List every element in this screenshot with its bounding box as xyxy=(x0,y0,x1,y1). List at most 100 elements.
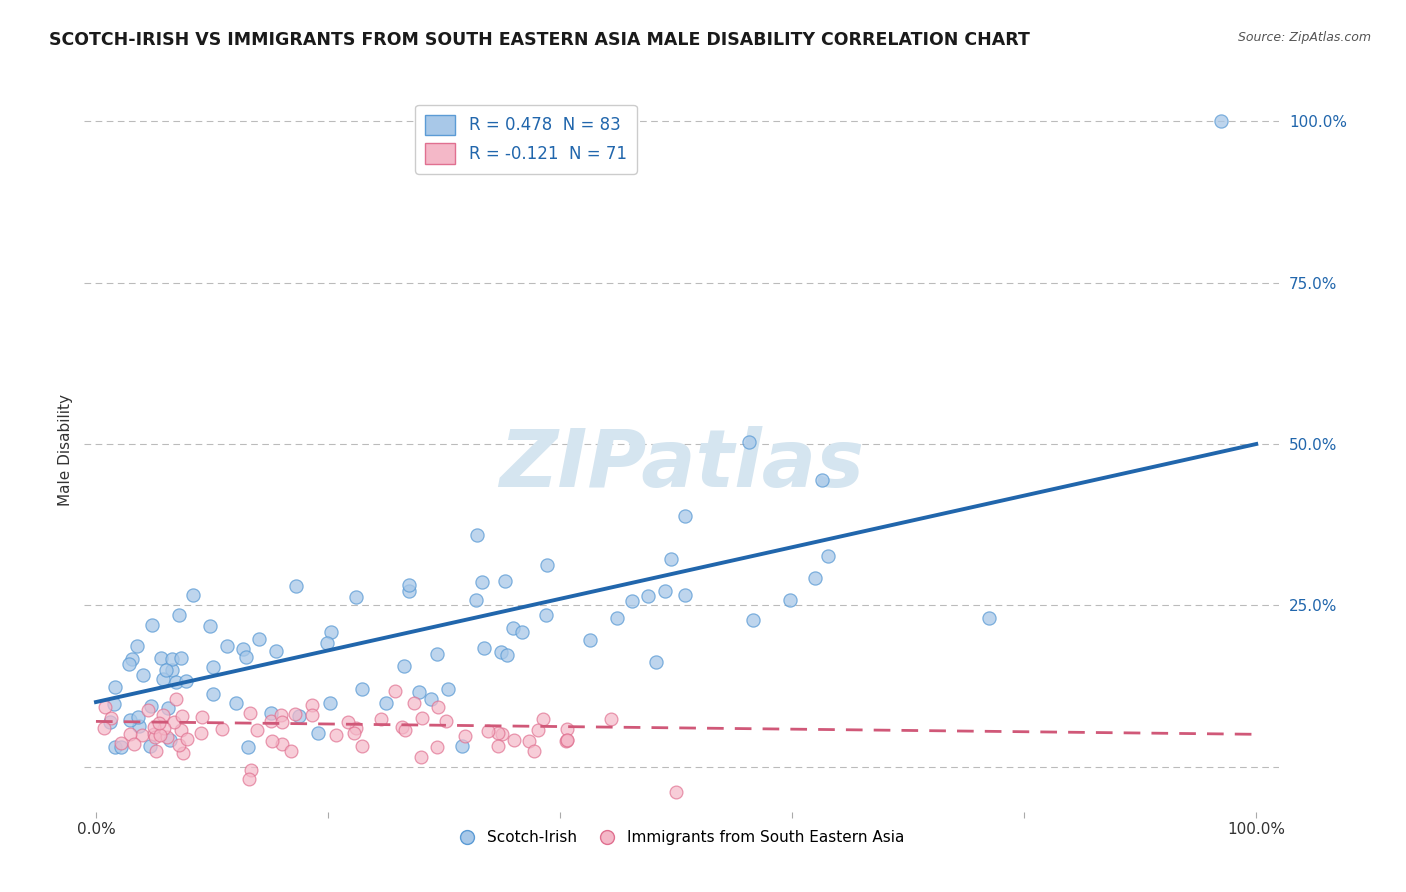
Point xyxy=(426,740,449,755)
Point xyxy=(100,711,122,725)
Point xyxy=(152,721,174,735)
Point xyxy=(170,723,193,737)
Point xyxy=(645,655,668,669)
Point xyxy=(118,727,141,741)
Legend: Scotch-Irish, Immigrants from South Eastern Asia: Scotch-Irish, Immigrants from South East… xyxy=(453,824,911,851)
Point xyxy=(246,723,269,737)
Point xyxy=(98,714,121,729)
Point xyxy=(465,528,488,542)
Point xyxy=(486,739,509,754)
Point xyxy=(426,647,449,661)
Point xyxy=(599,712,621,726)
Point xyxy=(232,642,254,657)
Point xyxy=(181,588,204,602)
Point xyxy=(384,684,406,698)
Point xyxy=(434,714,457,729)
Point xyxy=(128,719,150,733)
Point xyxy=(319,696,342,710)
Point xyxy=(489,645,512,659)
Point xyxy=(160,663,183,677)
Point xyxy=(319,624,342,639)
Point xyxy=(555,723,578,737)
Point xyxy=(202,687,225,701)
Point xyxy=(555,732,578,747)
Point xyxy=(301,707,323,722)
Point xyxy=(288,709,311,723)
Point xyxy=(316,636,339,650)
Point xyxy=(391,720,413,734)
Point xyxy=(665,785,688,799)
Point xyxy=(94,700,117,714)
Point xyxy=(336,715,359,730)
Point xyxy=(502,732,524,747)
Point xyxy=(163,714,186,729)
Point xyxy=(779,592,801,607)
Point xyxy=(200,619,222,633)
Point xyxy=(165,692,187,706)
Point xyxy=(411,750,433,764)
Point xyxy=(810,473,832,487)
Point xyxy=(510,624,533,639)
Point xyxy=(1211,114,1233,128)
Point xyxy=(270,707,292,722)
Point xyxy=(284,579,307,593)
Point xyxy=(139,699,162,714)
Point xyxy=(673,588,696,602)
Point xyxy=(215,639,238,653)
Point xyxy=(370,712,392,726)
Point xyxy=(398,584,420,599)
Point xyxy=(325,728,347,742)
Point xyxy=(149,728,172,742)
Point xyxy=(260,706,283,720)
Point xyxy=(266,644,288,658)
Point xyxy=(118,657,141,671)
Point xyxy=(236,740,259,755)
Point xyxy=(165,675,187,690)
Point xyxy=(170,709,193,723)
Y-axis label: Male Disability: Male Disability xyxy=(58,394,73,507)
Point xyxy=(374,697,396,711)
Point xyxy=(150,650,173,665)
Point xyxy=(127,709,149,723)
Point xyxy=(172,746,194,760)
Point xyxy=(131,668,153,682)
Point xyxy=(420,692,443,706)
Point xyxy=(143,720,166,734)
Point xyxy=(152,708,174,723)
Point xyxy=(235,649,257,664)
Point xyxy=(139,739,162,753)
Point xyxy=(496,648,519,662)
Point xyxy=(225,696,247,710)
Point xyxy=(659,552,682,566)
Point xyxy=(408,685,430,699)
Point xyxy=(148,715,170,730)
Point xyxy=(145,744,167,758)
Point xyxy=(637,589,659,603)
Point xyxy=(201,659,224,673)
Point xyxy=(152,672,174,686)
Point xyxy=(654,584,676,599)
Point xyxy=(738,434,761,449)
Point xyxy=(979,611,1001,625)
Point xyxy=(169,608,191,623)
Point xyxy=(93,721,115,735)
Point xyxy=(398,578,420,592)
Point xyxy=(247,632,270,647)
Point xyxy=(284,707,307,722)
Point xyxy=(494,574,516,589)
Point xyxy=(155,730,177,744)
Point xyxy=(344,721,367,735)
Point xyxy=(239,706,262,720)
Point xyxy=(450,739,472,754)
Point xyxy=(167,739,190,753)
Point xyxy=(534,608,557,623)
Point xyxy=(527,723,550,738)
Point xyxy=(118,713,141,727)
Point xyxy=(156,701,179,715)
Point xyxy=(579,632,602,647)
Point xyxy=(145,730,167,744)
Point xyxy=(344,590,367,604)
Point xyxy=(411,711,433,725)
Point xyxy=(191,710,214,724)
Point xyxy=(260,734,283,748)
